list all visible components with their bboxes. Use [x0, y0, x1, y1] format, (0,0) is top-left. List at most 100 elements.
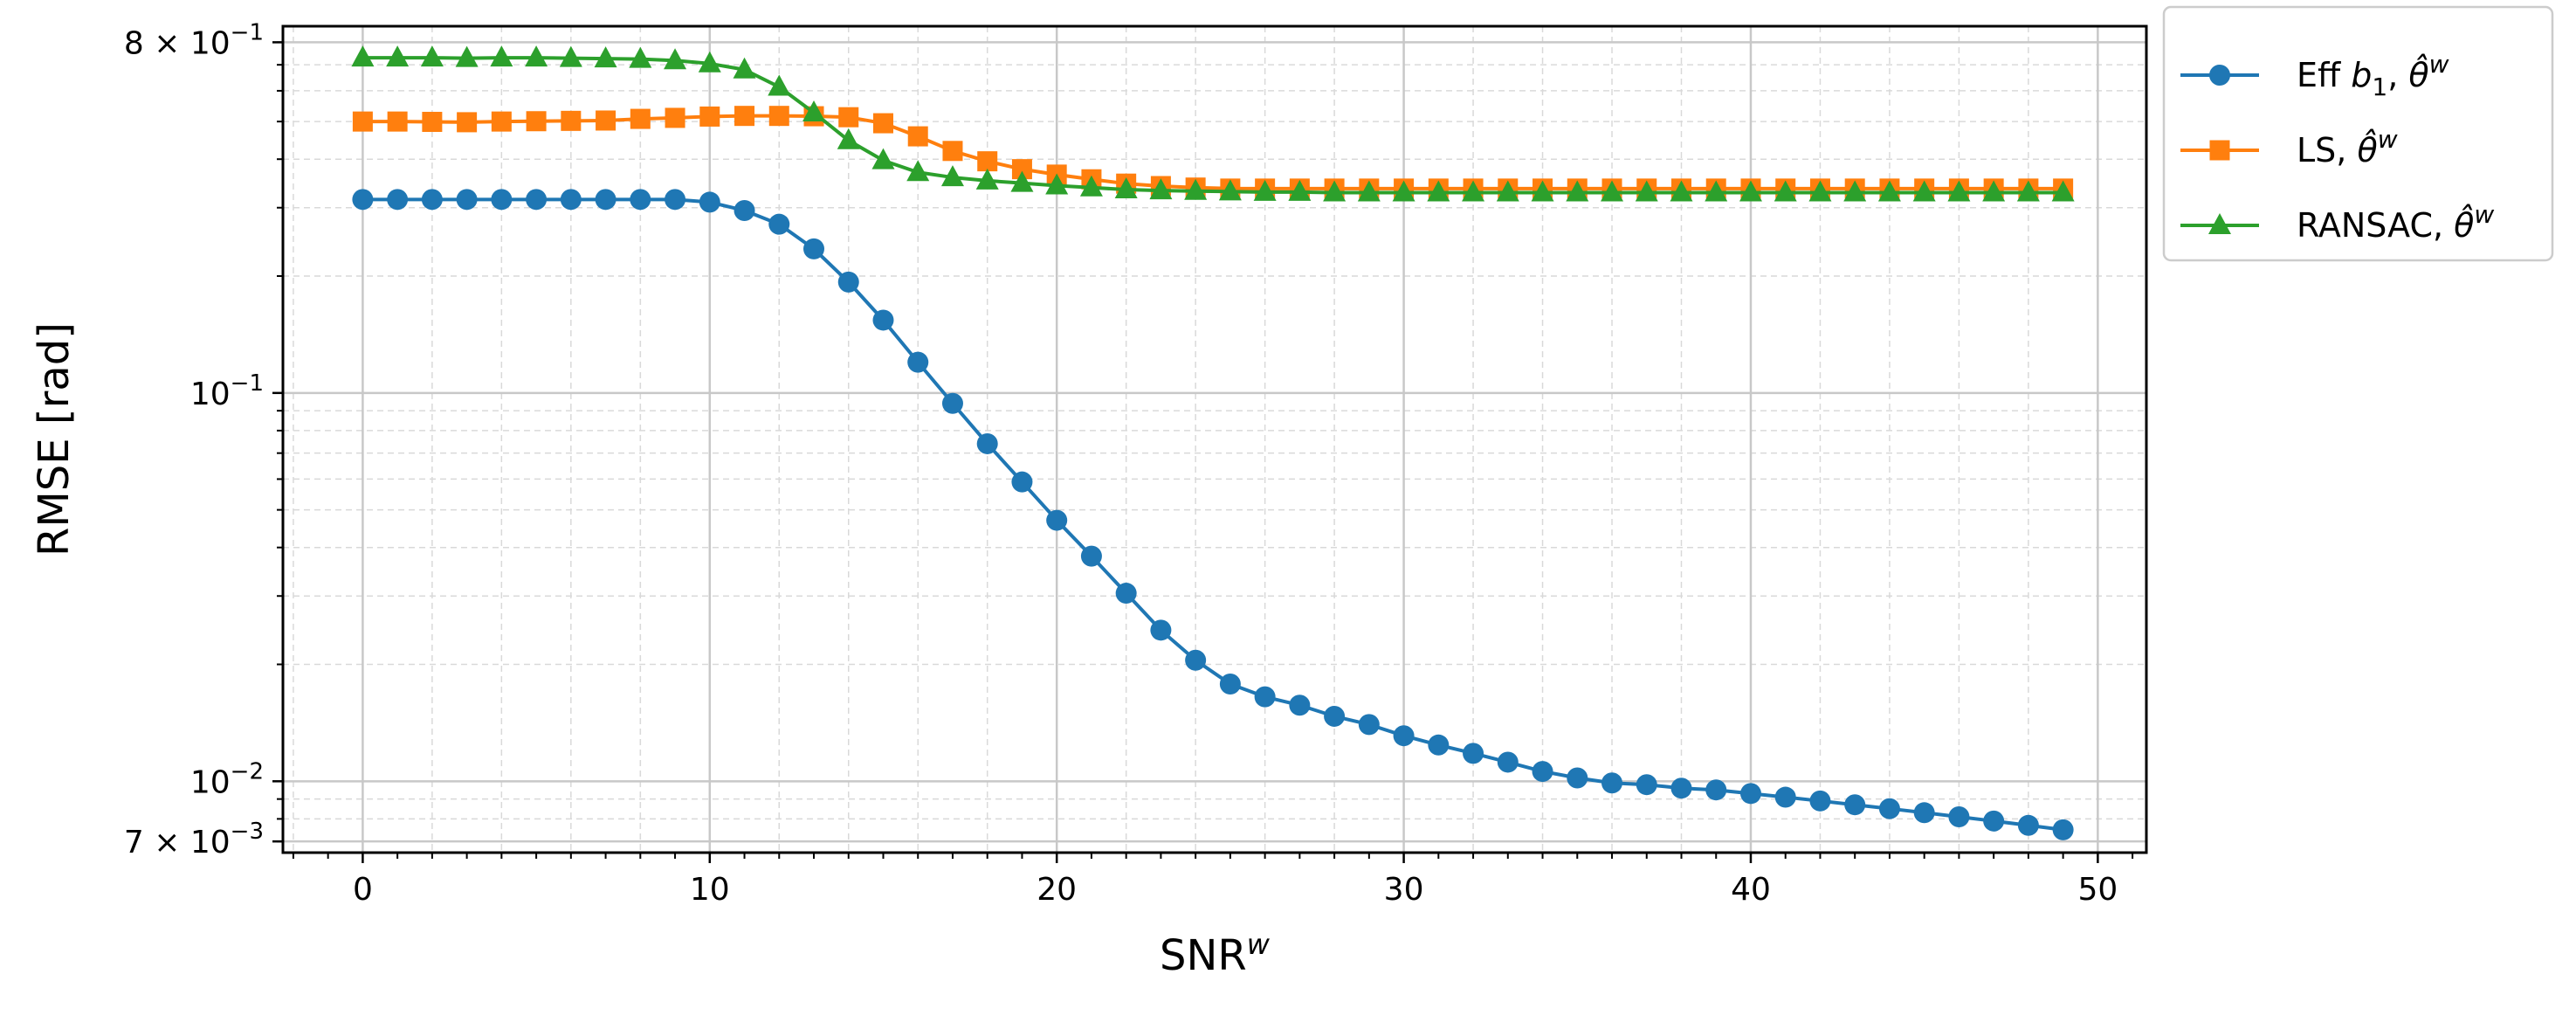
data-point	[1150, 619, 1172, 641]
legend-label: LS, θ̂w	[2297, 125, 2398, 169]
data-point	[1877, 180, 1901, 202]
data-point	[1947, 180, 1971, 202]
y-tick-label: 7 × 10−3	[124, 819, 264, 860]
data-point	[1808, 180, 1832, 202]
data-point	[872, 309, 894, 331]
data-point	[665, 107, 685, 128]
data-point	[1114, 177, 1138, 199]
x-tick-label: 50	[2077, 872, 2118, 908]
x-tick-label: 0	[353, 872, 373, 908]
data-point	[872, 113, 893, 134]
data-point	[1912, 180, 1936, 202]
y-tick-label: 10−2	[190, 758, 264, 800]
x-axis-title: SNRw	[1160, 928, 1271, 980]
data-point	[942, 141, 963, 162]
data-point	[1739, 783, 1761, 805]
series-line	[362, 114, 2063, 190]
data-point	[421, 189, 443, 211]
data-point	[734, 106, 755, 127]
series-layer	[351, 45, 2075, 840]
data-point	[1463, 743, 1484, 764]
series-0	[352, 189, 2074, 840]
data-point	[2016, 180, 2040, 202]
data-point	[629, 46, 652, 68]
data-point	[1496, 180, 1519, 202]
y-tick-label: 8 × 10−1	[124, 19, 264, 61]
data-point	[1705, 180, 1728, 202]
data-point	[1080, 545, 1102, 567]
data-point	[526, 111, 547, 132]
data-point	[976, 432, 998, 454]
data-point	[1567, 767, 1588, 789]
data-point	[387, 189, 409, 211]
data-point	[1983, 810, 2005, 832]
data-point	[1010, 170, 1034, 192]
data-point	[1982, 180, 2006, 202]
data-point	[1739, 180, 1762, 202]
data-point	[837, 271, 859, 293]
data-point	[1079, 175, 1103, 197]
data-point	[1635, 180, 1658, 202]
data-point	[1462, 180, 1485, 202]
data-point	[1774, 786, 1796, 808]
data-point	[1324, 705, 1346, 727]
legend-marker	[2209, 140, 2230, 161]
data-point	[560, 189, 582, 211]
legend-entry-1: LS, θ̂w	[2180, 125, 2398, 169]
x-tick-label: 10	[690, 872, 730, 908]
data-point	[733, 57, 756, 79]
data-point	[940, 165, 964, 187]
data-point	[2017, 814, 2039, 836]
legend-label: Eff b1, θ̂w	[2297, 50, 2449, 101]
data-point	[1913, 802, 1935, 824]
legend: Eff b1, θ̂w LS, θ̂w RANSAC, θ̂w	[2162, 5, 2554, 262]
data-point	[422, 112, 443, 133]
data-point	[699, 191, 720, 213]
data-point	[699, 106, 720, 127]
data-point	[1393, 725, 1415, 747]
legend-marker	[2208, 213, 2231, 234]
data-point	[802, 100, 826, 121]
data-point	[1184, 178, 1208, 200]
data-point	[1809, 790, 1831, 812]
series-1	[352, 106, 2074, 199]
data-point	[1219, 674, 1241, 695]
plot-frame	[281, 24, 2148, 854]
data-point	[2051, 180, 2075, 202]
data-point	[906, 160, 930, 182]
data-point	[1288, 179, 1312, 201]
data-point	[1428, 734, 1450, 756]
legend-label: RANSAC, θ̂w	[2297, 200, 2494, 245]
data-point	[1427, 180, 1450, 202]
data-point	[1254, 686, 1276, 708]
data-point	[1601, 180, 1624, 202]
data-point	[1670, 777, 1692, 799]
data-point	[1046, 509, 1068, 531]
data-point	[768, 213, 790, 235]
data-point	[387, 111, 408, 132]
data-point	[352, 111, 373, 132]
data-point	[1878, 798, 1900, 819]
data-point	[525, 45, 548, 67]
data-point	[768, 74, 791, 96]
data-point	[1670, 180, 1693, 202]
y-tick-label: 10−1	[190, 370, 264, 412]
data-point	[559, 45, 582, 67]
data-point	[595, 189, 616, 211]
data-point	[1601, 772, 1623, 794]
grid-layer	[283, 26, 2146, 853]
legend-entry-2: RANSAC, θ̂w	[2180, 200, 2494, 245]
data-point	[1149, 178, 1173, 200]
data-point	[1843, 180, 1867, 202]
data-point	[664, 48, 687, 70]
data-point	[665, 189, 686, 211]
data-point	[1705, 779, 1727, 801]
data-point	[420, 45, 444, 67]
data-point	[1392, 180, 1415, 202]
data-point	[1358, 714, 1380, 736]
data-point	[977, 151, 998, 172]
data-point	[1115, 583, 1137, 605]
data-point	[907, 351, 929, 373]
legend-box	[2162, 5, 2554, 262]
legend-marker	[2209, 65, 2230, 86]
